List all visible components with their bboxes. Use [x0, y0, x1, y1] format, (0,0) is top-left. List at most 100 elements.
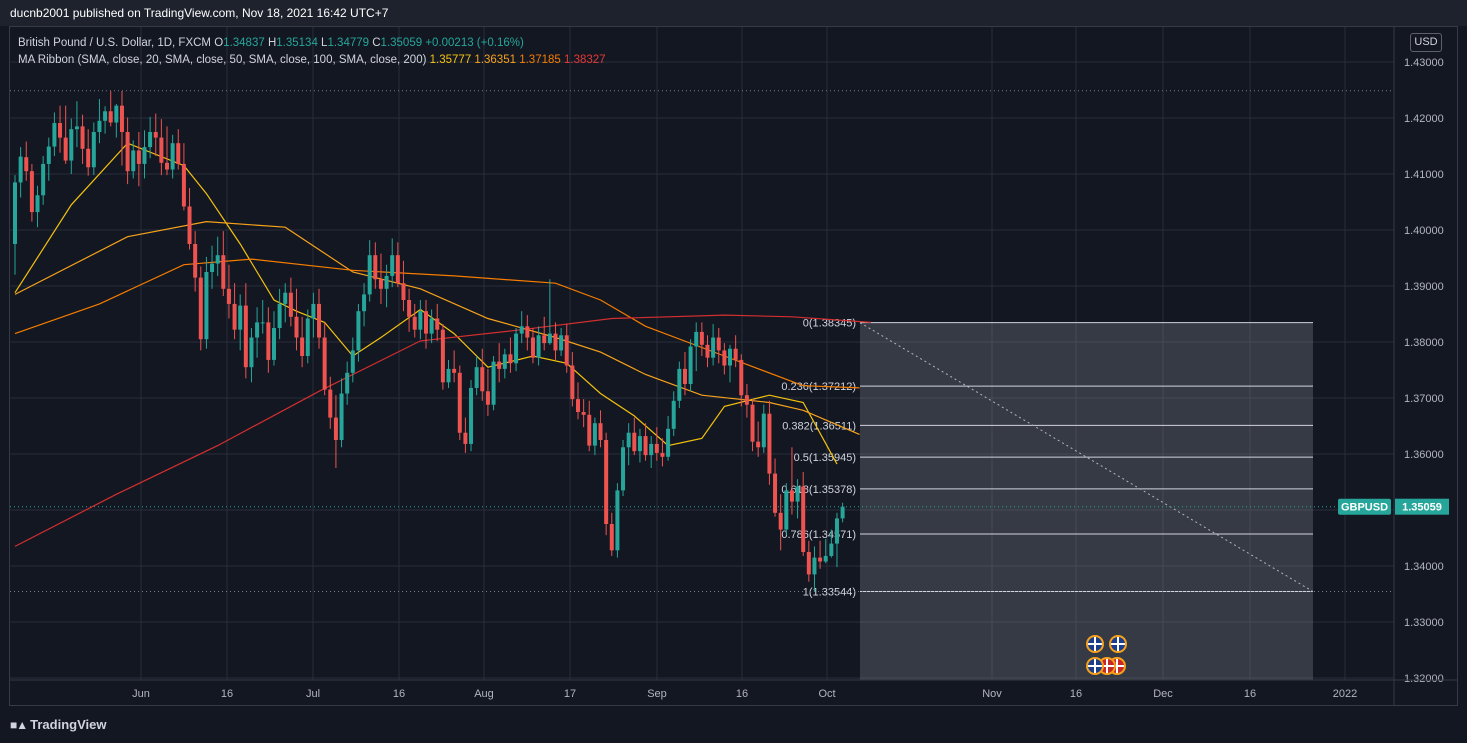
candle-body: [238, 305, 243, 330]
time-tick-label: 17: [564, 688, 576, 700]
candle: [187, 188, 192, 250]
candle: [390, 238, 395, 288]
candle: [615, 483, 620, 558]
candle-body: [823, 555, 828, 562]
candle-body: [784, 490, 789, 530]
candle-body: [350, 350, 355, 373]
candle-body: [789, 490, 794, 502]
price-levels: [10, 90, 1394, 593]
candle: [271, 311, 276, 366]
candle: [176, 129, 181, 170]
candle-body: [705, 344, 710, 358]
candle-body: [243, 305, 248, 368]
candle: [818, 540, 823, 569]
candle: [288, 277, 293, 327]
candle: [198, 266, 203, 351]
candle-body: [390, 255, 395, 276]
candle-body: [395, 255, 400, 284]
fib-level-label: 1(1.33544): [803, 587, 856, 599]
candle: [412, 303, 417, 338]
candle-body: [649, 443, 654, 456]
time-tick-label: 16: [221, 688, 233, 700]
candle-body: [283, 292, 288, 304]
candle-body: [181, 163, 186, 207]
candle-body: [125, 132, 130, 172]
close-value: 1.35059: [380, 37, 423, 49]
candle-body: [716, 337, 721, 351]
candle: [592, 417, 597, 456]
candle: [722, 343, 727, 375]
candle-body: [440, 329, 445, 383]
candle: [750, 399, 755, 452]
candle: [559, 328, 564, 356]
candle-body: [58, 123, 63, 138]
candle-body: [547, 333, 552, 344]
candle: [604, 432, 609, 536]
candle: [694, 322, 699, 372]
candle-body: [24, 157, 29, 172]
candle-body: [739, 359, 744, 396]
last-price-tag: 1.35059: [1402, 502, 1442, 514]
time-tick-label: Sep: [647, 688, 667, 700]
candle-body: [666, 428, 671, 457]
candle: [345, 361, 350, 405]
ma-value-50: 1.36351: [474, 54, 516, 66]
candle-body: [722, 350, 727, 366]
candle: [159, 119, 164, 176]
candle: [80, 114, 85, 164]
candle: [328, 376, 333, 429]
candle-body: [581, 412, 586, 415]
candle: [491, 356, 496, 411]
candle-body: [378, 279, 383, 289]
candle-body: [193, 244, 198, 278]
time-axis: Jun 16 Jul 16 Aug 17 Sep 16 Oct Nov 16 Dec 16 2022: [10, 679, 1458, 700]
candle-body: [773, 473, 778, 513]
candle: [677, 361, 682, 409]
tradingview-logo[interactable]: ■▲ TradingView: [10, 717, 106, 732]
candle: [806, 540, 811, 582]
candle-body: [91, 132, 96, 168]
candle: [570, 352, 575, 407]
symbol-tag: GBPUSD: [1341, 502, 1388, 514]
high-label: H: [267, 37, 277, 49]
candle: [350, 337, 355, 383]
candle-body: [694, 331, 699, 347]
price-tick-label: 1.37000: [1404, 393, 1444, 405]
candle-body: [412, 316, 417, 330]
price-axis: 1.43000 1.42000 1.41000 1.40000 1.39000 1.380…: [1338, 27, 1449, 706]
candle-body: [119, 105, 124, 132]
candle-body: [322, 337, 327, 390]
candle: [508, 337, 513, 373]
candle-body: [688, 346, 693, 384]
candle-body: [457, 372, 462, 433]
candle-body: [108, 111, 113, 123]
candle-body: [829, 543, 834, 556]
candle-body: [249, 337, 254, 368]
candle-body: [373, 255, 378, 280]
candle: [733, 335, 738, 368]
candle-body: [148, 132, 153, 148]
candle: [418, 300, 423, 340]
candle-body: [86, 148, 91, 168]
candle: [52, 112, 57, 157]
candle: [395, 242, 400, 288]
candle: [277, 288, 282, 340]
currency-button[interactable]: USD: [1410, 33, 1442, 52]
candle-body: [165, 162, 170, 170]
candle-body: [564, 335, 569, 366]
candle: [356, 303, 361, 362]
time-tick-label: 16: [1070, 688, 1082, 700]
candle: [581, 399, 586, 428]
candle: [660, 438, 665, 467]
candle-body: [210, 263, 215, 272]
ma-line-100: [14, 258, 860, 389]
candle: [705, 335, 710, 368]
brand-name: TradingView: [30, 717, 107, 732]
candle-body: [339, 393, 344, 440]
close-label: C: [372, 37, 381, 49]
candle-body: [728, 348, 733, 366]
candle: [305, 309, 310, 364]
candle: [300, 316, 305, 368]
candle: [761, 404, 766, 453]
